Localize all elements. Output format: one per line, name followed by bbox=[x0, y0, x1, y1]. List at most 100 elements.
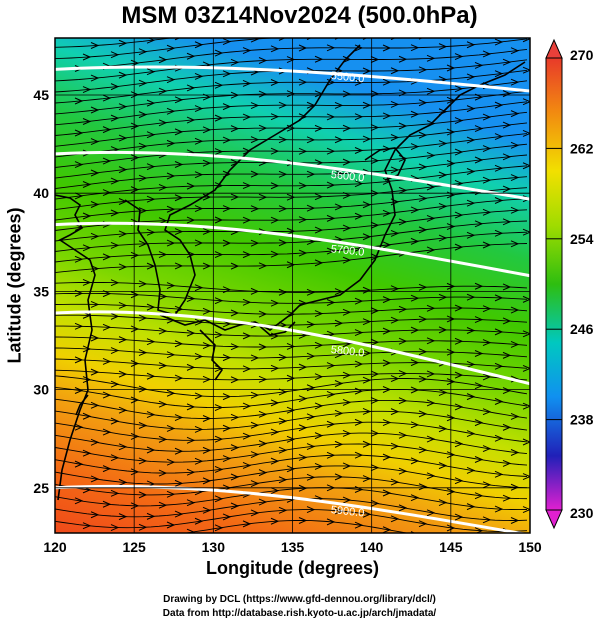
wind-arrow bbox=[362, 349, 372, 357]
wind-arrow bbox=[342, 398, 352, 406]
wind-arrow bbox=[130, 325, 140, 333]
wind-arrow bbox=[362, 67, 372, 75]
wind-arrow bbox=[342, 158, 352, 166]
wind-arrow bbox=[118, 134, 128, 142]
wind-arrow bbox=[502, 185, 512, 193]
wind-arrow bbox=[482, 305, 492, 313]
wind-arrow bbox=[438, 140, 448, 147]
wind-arrow bbox=[202, 159, 212, 167]
streamline bbox=[55, 38, 281, 60]
wind-arrow bbox=[454, 513, 464, 521]
wind-arrow bbox=[438, 425, 448, 433]
wind-arrow bbox=[258, 310, 268, 318]
wind-arrow bbox=[298, 424, 308, 432]
colorbar-tick-label: 254 bbox=[570, 231, 594, 247]
wind-arrow bbox=[418, 348, 428, 356]
wind-arrow bbox=[250, 421, 260, 429]
wind-arrow bbox=[286, 193, 296, 201]
wind-arrow bbox=[186, 52, 196, 60]
streamline bbox=[55, 520, 410, 533]
wind-arrow bbox=[426, 87, 436, 95]
wind-arrow bbox=[426, 304, 436, 312]
wind-arrow bbox=[270, 216, 280, 224]
wind-arrow bbox=[146, 303, 156, 311]
wind-arrow bbox=[82, 212, 92, 220]
wind-arrow bbox=[186, 182, 196, 190]
streamline bbox=[55, 347, 528, 359]
wind-arrow bbox=[326, 390, 336, 398]
wind-arrow bbox=[398, 218, 408, 226]
wind-arrow bbox=[446, 414, 456, 422]
wind-arrow bbox=[342, 371, 352, 379]
wind-arrow bbox=[510, 206, 520, 214]
wind-arrow bbox=[370, 370, 380, 378]
wind-arrow bbox=[522, 402, 530, 410]
colorbar-tick-label: 238 bbox=[570, 412, 594, 428]
wind-arrow bbox=[270, 364, 280, 372]
wind-arrow bbox=[446, 315, 456, 323]
wind-arrow bbox=[494, 362, 504, 370]
wind-arrow bbox=[250, 170, 260, 178]
wind-arrow bbox=[466, 136, 476, 144]
wind-arrow bbox=[130, 251, 140, 259]
x-tick-label: 150 bbox=[518, 539, 542, 555]
wind-arrow bbox=[326, 214, 336, 222]
wind-arrow bbox=[298, 182, 308, 190]
wind-arrow bbox=[250, 239, 260, 247]
wind-arrow bbox=[118, 166, 128, 174]
wind-arrow bbox=[194, 517, 204, 525]
wind-arrow bbox=[186, 468, 196, 476]
wind-arrow bbox=[382, 209, 392, 217]
wind-arrow bbox=[399, 22, 406, 28]
wind-arrow bbox=[482, 408, 492, 416]
wind-arrow bbox=[146, 512, 156, 520]
wind-arrow bbox=[74, 322, 84, 330]
wind-arrow bbox=[242, 251, 252, 259]
wind-arrow bbox=[354, 297, 364, 305]
wind-arrow bbox=[286, 90, 296, 98]
wind-arrow bbox=[522, 438, 530, 446]
wind-arrow bbox=[194, 239, 204, 247]
wind-arrow bbox=[194, 425, 204, 433]
wind-arrow bbox=[446, 64, 456, 72]
wind-arrow bbox=[214, 114, 224, 122]
wind-arrow bbox=[426, 214, 436, 222]
wind-arrow bbox=[90, 511, 100, 519]
contour-line bbox=[55, 484, 528, 533]
wind-arrow bbox=[130, 502, 140, 510]
wind-arrow bbox=[398, 431, 408, 439]
wind-arrow bbox=[90, 368, 100, 376]
colorbar-tick-label: 230 bbox=[570, 505, 594, 521]
wind-arrow bbox=[326, 113, 336, 121]
wind-arrow bbox=[482, 208, 492, 216]
wind-arrow bbox=[102, 323, 112, 331]
wind-arrow bbox=[410, 206, 420, 214]
wind-arrow bbox=[511, 16, 518, 22]
wind-arrow bbox=[482, 176, 492, 184]
wind-arrow bbox=[438, 462, 448, 470]
wind-arrow bbox=[286, 374, 296, 382]
wind-arrow bbox=[286, 435, 296, 443]
wind-arrow bbox=[146, 446, 156, 454]
wind-arrow bbox=[466, 393, 476, 401]
wind-arrow bbox=[230, 309, 240, 317]
wind-arrow bbox=[427, 22, 434, 28]
wind-arrow bbox=[454, 180, 464, 187]
wind-arrow bbox=[242, 365, 252, 373]
wind-arrow bbox=[110, 454, 120, 462]
x-tick-label: 125 bbox=[122, 539, 146, 555]
wind-arrow bbox=[118, 478, 128, 486]
wind-arrow bbox=[278, 170, 288, 178]
wind-arrow bbox=[186, 363, 196, 371]
wind-arrow bbox=[214, 435, 224, 443]
wind-arrow bbox=[410, 237, 420, 245]
wind-arrow bbox=[466, 466, 476, 474]
wind-arrow bbox=[158, 469, 168, 477]
wind-arrow bbox=[110, 51, 120, 59]
wind-arrow bbox=[494, 434, 504, 442]
wind-arrow bbox=[82, 522, 92, 530]
streamline bbox=[55, 231, 528, 263]
wind-arrow bbox=[510, 141, 520, 149]
wind-arrow bbox=[370, 221, 380, 229]
wind-arrow bbox=[398, 55, 408, 63]
